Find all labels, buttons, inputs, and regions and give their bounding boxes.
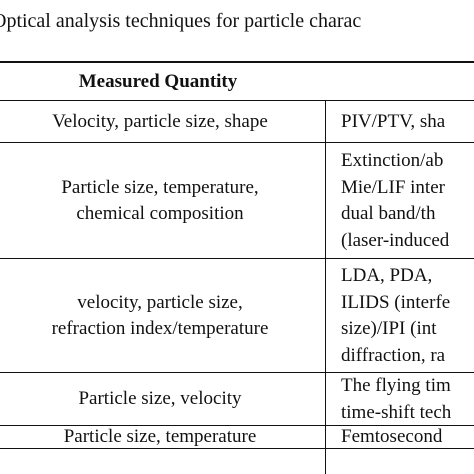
technique-text: time-shift tech xyxy=(341,401,452,423)
row-rule xyxy=(0,425,474,426)
technique-text: (laser-induced xyxy=(341,229,450,251)
technique-text: LDA, PDA, xyxy=(341,265,433,286)
quantity-text: Particle size, velocity xyxy=(78,388,242,410)
technique-text: ILIDS (interfe xyxy=(341,291,451,313)
quantity-text: Velocity, particle size, shape xyxy=(52,111,268,133)
top-rule xyxy=(0,61,474,63)
technique-text: The flying tim xyxy=(341,375,451,396)
column-divider xyxy=(325,100,326,474)
technique-text: size)/IPI (int xyxy=(341,318,437,339)
technique-text: Extinction/ab xyxy=(341,150,444,171)
quantity-text: chemical composition xyxy=(76,203,244,224)
quantity-text: Particle size, temperature, xyxy=(61,176,259,198)
row-rule xyxy=(0,142,474,143)
row-rule xyxy=(0,372,474,373)
table-title: Optical analysis techniques for particle… xyxy=(0,10,362,32)
column-header: Measured Quantity xyxy=(78,71,238,92)
header-rule xyxy=(0,100,474,101)
technique-text: Femtosecond xyxy=(341,426,443,448)
row-rule xyxy=(0,448,474,449)
quantity-text: refraction index/temperature xyxy=(51,318,269,339)
row-rule xyxy=(0,258,474,259)
quantity-text: velocity, particle size, xyxy=(77,291,243,313)
technique-text: PIV/PTV, sha xyxy=(341,111,446,133)
technique-text: Mie/LIF inter xyxy=(341,176,445,198)
quantity-text: Particle size, temperature xyxy=(63,426,257,448)
technique-text: dual band/th xyxy=(341,203,436,224)
technique-text: diffraction, ra xyxy=(341,344,446,366)
